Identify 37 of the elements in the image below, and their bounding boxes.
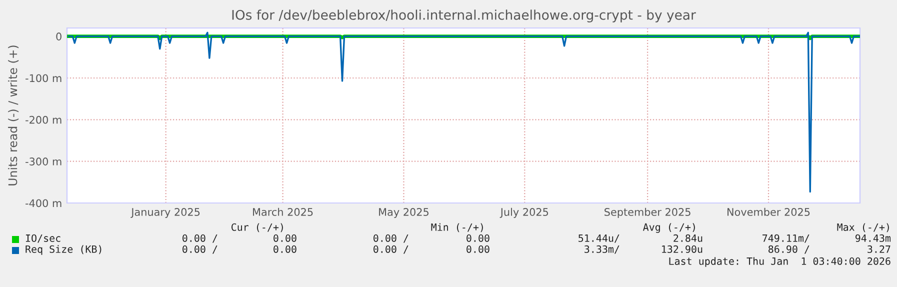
- legend-label: Req Size (KB): [26, 245, 102, 255]
- text: 0.00: [466, 234, 490, 242]
- text: 0.00 /: [374, 245, 408, 254]
- text: 2.84u: [674, 234, 702, 242]
- text: 0.00: [274, 234, 296, 242]
- y-axis-title: Units read (-) / write (+): [8, 46, 19, 186]
- x-tick-label: May 2025: [379, 208, 428, 218]
- text: 86.90 /: [768, 245, 810, 254]
- line-series: [68, 32, 860, 193]
- x-tick-label: September 2025: [604, 208, 690, 218]
- text: 0.00: [274, 245, 296, 253]
- y-tick-label: -300 m: [26, 158, 62, 166]
- legend-label: IO/sec: [26, 234, 60, 243]
- text: 0.00: [466, 245, 490, 253]
- y-tick-label: -100 m: [26, 74, 62, 82]
- text: 0.00 /: [374, 234, 408, 243]
- text: Max (-/+): [837, 223, 889, 232]
- x-tick-label: November 2025: [728, 208, 810, 216]
- text: Avg (-/+): [643, 223, 695, 233]
- text: 132.90u: [662, 245, 702, 253]
- x-tick-label: January 2025: [130, 208, 200, 218]
- text: 3.33m/: [584, 245, 620, 254]
- y-tick-label: -400 m: [26, 199, 62, 208]
- y-tick-label: -200 m: [26, 116, 62, 124]
- text: 0.00 /: [182, 234, 218, 243]
- text: Last update: Thu Jan 1 03:40:00 2026: [669, 257, 890, 267]
- text: 749.11m/: [762, 234, 810, 243]
- text: 0.00 /: [182, 245, 218, 254]
- text: 3.27: [868, 245, 890, 253]
- text: Min (-/+): [431, 223, 483, 232]
- text: 51.44u/: [578, 234, 620, 243]
- x-tick-label: July 2025: [500, 208, 548, 218]
- x-tick-label: March 2025: [253, 208, 313, 216]
- text: Cur (-/+): [231, 223, 283, 232]
- text: 94.43m: [856, 234, 891, 242]
- y-tick-label: 0: [56, 32, 62, 40]
- chart-title: IOs for /dev/beeblebrox/hooli.internal.michaelhowe.org-crypt - by year: [232, 10, 696, 22]
